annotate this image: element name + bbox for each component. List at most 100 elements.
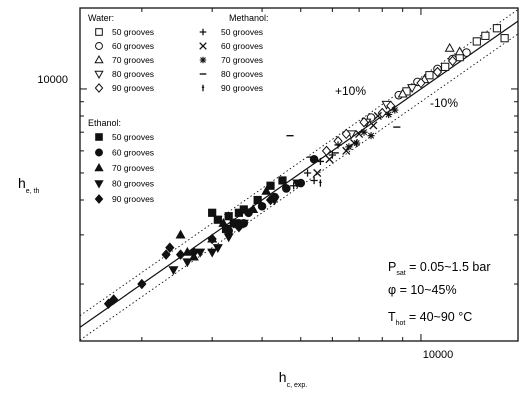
legend-entry-label: 70 grooves [112,55,154,65]
legend-entry-label: 70 grooves [112,163,154,173]
y-axis-label-subscript: e, th [26,188,40,195]
data-point [175,229,186,239]
reference-line-minus10pct [79,33,519,341]
legend-marker [95,133,103,141]
series-ethanol-50-grooves [208,176,287,234]
legend-marker [94,194,104,204]
psat-condition: Psat = 0.05~1.5 bar [388,260,490,277]
data-point [292,179,303,189]
legend-marker [94,70,104,79]
legend-marker [94,180,104,189]
legend-entry-label: 90 grooves [112,83,154,93]
legend-marker [95,148,103,157]
legend-entry: 80 grooves [199,69,263,79]
data-point [182,258,193,268]
legend-entry-label: 80 grooves [112,69,154,79]
legend-marker [95,28,103,36]
data-point [207,248,218,258]
data-point [397,88,408,98]
data-point [189,246,199,258]
data-point [353,139,361,147]
legend-entry: 90 grooves [94,194,154,204]
psat-subscript: sat [396,270,405,277]
x-axis-label: hc, exp. [279,369,307,389]
data-point [182,246,193,256]
data-point [341,128,351,140]
legend-entry-label: 80 grooves [221,69,263,79]
plus-10-percent-label: +10% [335,84,366,98]
data-point [309,154,319,164]
data-point [224,212,233,221]
legend-marker [201,84,205,92]
legend-entry: 70 grooves [94,163,154,173]
data-point [432,66,443,78]
psat-symbol: P [388,260,396,274]
legend-entry: 60 grooves [95,41,154,51]
legend-marker [199,42,207,50]
data-point [278,176,287,185]
y-tick-label: 10000 [37,74,68,86]
data-point [345,143,353,151]
reference-line-plus10pct [79,9,519,317]
legend-entry: 70 grooves [199,55,263,65]
legend-entry: 50 grooves [95,27,154,37]
legend-entry: 90 grooves [94,83,154,93]
data-point [369,121,378,130]
data-point [319,179,322,187]
data-point [229,218,239,229]
series-methanol-70-grooves [345,106,399,151]
legend-entry: 50 grooves [95,132,154,142]
legend-entry-label: 50 grooves [112,27,154,37]
data-point [472,37,481,46]
series-water-90-grooves [321,55,458,157]
data-point [416,77,426,89]
data-point [385,110,393,119]
data-point [492,24,502,33]
data-point [373,111,382,121]
data-point [303,169,312,177]
phi-condition: φ = 10~45% [388,283,457,297]
data-point [168,266,179,276]
legend-group-title: Ethanol: [88,118,121,128]
data-point [212,244,223,253]
thot-symbol: T [388,310,396,324]
data-point [313,168,322,178]
data-point [500,34,509,43]
series-water-50-grooves [402,24,509,96]
data-point [208,208,217,217]
legend-marker [199,28,207,36]
y-axis-label-main: h [18,175,26,191]
data-point [282,184,291,193]
legend-entry-label: 60 grooves [221,41,263,51]
data-point [265,194,276,206]
data-point [218,217,229,227]
data-point [377,107,387,119]
data-point [360,128,368,136]
y-axis-label: he, th [18,175,40,195]
data-point [325,155,334,164]
legend-entry-label: 50 grooves [221,27,263,37]
data-point [161,249,171,260]
data-point [175,249,186,260]
legend-entry: 80 grooves [94,69,154,79]
series-ethanol-90-grooves [103,194,276,309]
x-axis-label-subscript: c, exp. [287,382,308,389]
legend-entry-label: 60 grooves [112,148,154,158]
data-point [316,157,325,166]
thot-condition: Thot = 40~90 °C [388,310,472,327]
data-point [266,181,275,190]
data-point [447,55,458,67]
x-tick-label: 10000 [423,349,454,361]
psat-value: = 0.05~1.5 bar [406,260,491,274]
plot-frame [79,7,519,342]
data-point [261,185,272,195]
data-point [359,116,369,128]
data-point [391,106,399,114]
legend-entry-label: 60 grooves [112,41,154,51]
legend-group-title: Methanol: [229,13,269,23]
data-point [454,46,465,56]
data-point [444,42,455,52]
data-marks [103,24,509,309]
data-point [310,176,318,185]
